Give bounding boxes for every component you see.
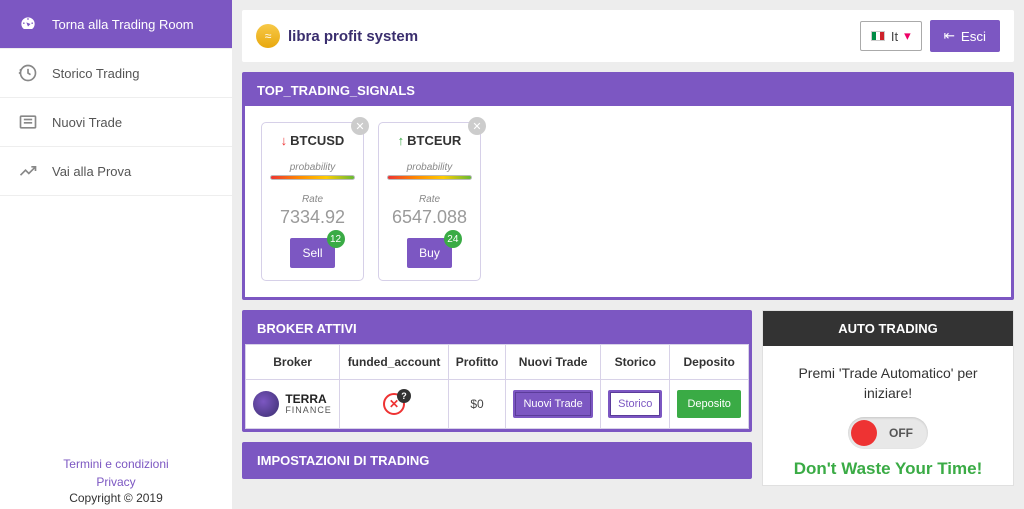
logout-button[interactable]: ⇤ Esci xyxy=(930,20,1000,52)
col-deposito: Deposito xyxy=(670,345,749,380)
deposito-button[interactable]: Deposito xyxy=(677,390,740,418)
auto-trading-panel: AUTO TRADING Premi 'Trade Automatico' pe… xyxy=(762,310,1014,486)
topbar: ≈ libra profit system It ▾ ⇤ Esci xyxy=(242,10,1014,62)
brand-name: libra profit system xyxy=(288,28,418,45)
signals-title: TOP_TRADING_SIGNALS xyxy=(245,75,1011,106)
logout-icon: ⇤ xyxy=(944,28,955,44)
not-funded-icon: ✕ ? xyxy=(383,393,405,415)
chart-icon xyxy=(18,161,38,181)
profit-value: $0 xyxy=(448,380,505,429)
logout-label: Esci xyxy=(961,29,986,44)
storico-button[interactable]: Storico xyxy=(608,390,662,418)
terra-globe-icon xyxy=(253,391,279,417)
copyright: Copyright © 2019 xyxy=(69,491,163,505)
sidebar-item-label: Torna alla Trading Room xyxy=(52,17,194,32)
help-icon[interactable]: ? xyxy=(397,389,411,403)
sidebar-item-demo[interactable]: Vai alla Prova xyxy=(0,147,232,196)
sidebar-item-label: Vai alla Prova xyxy=(52,164,131,179)
settings-panel: IMPOSTAZIONI DI TRADING xyxy=(242,442,752,479)
probability-label: probability xyxy=(270,162,355,173)
sidebar: Torna alla Trading Room Storico Trading … xyxy=(0,0,232,509)
arrow-up-icon: ↑ xyxy=(398,133,405,148)
signal-pair: BTCUSD xyxy=(290,133,344,148)
broker-logo: TERRA FINANCE xyxy=(252,391,333,417)
signal-card: ✕ ↑ BTCEUR probability Rate 6547.088 Buy… xyxy=(378,122,481,281)
history-icon xyxy=(18,63,38,83)
toggle-knob-icon xyxy=(851,420,877,446)
rate-value: 7334.92 xyxy=(270,207,355,228)
nuovi-trade-button[interactable]: Nuovi Trade xyxy=(513,390,592,418)
probability-meter xyxy=(387,175,472,180)
arrow-down-icon: ↓ xyxy=(281,133,288,148)
sidebar-item-label: Storico Trading xyxy=(52,66,139,81)
brokers-title: BROKER ATTIVI xyxy=(245,313,749,344)
col-storico: Storico xyxy=(601,345,670,380)
signal-pair: BTCEUR xyxy=(407,133,461,148)
news-icon xyxy=(18,112,38,132)
link-terms[interactable]: Termini e condizioni xyxy=(0,455,232,473)
auto-title: AUTO TRADING xyxy=(763,311,1013,346)
rate-label: Rate xyxy=(270,194,355,205)
lang-label: It xyxy=(891,29,898,44)
rate-value: 6547.088 xyxy=(387,207,472,228)
toggle-state: OFF xyxy=(877,426,925,440)
signal-card: ✕ ↓ BTCUSD probability Rate 7334.92 Sell… xyxy=(261,122,364,281)
main: ≈ libra profit system It ▾ ⇤ Esci TOP_TR… xyxy=(232,0,1024,509)
sidebar-item-label: Nuovi Trade xyxy=(52,115,122,130)
link-privacy[interactable]: Privacy xyxy=(0,473,232,491)
sidebar-item-history[interactable]: Storico Trading xyxy=(0,49,232,98)
promo-text: Don't Waste Your Time! xyxy=(777,459,999,479)
brand: ≈ libra profit system xyxy=(256,24,418,48)
brand-logo-icon: ≈ xyxy=(256,24,280,48)
count-badge: 24 xyxy=(444,230,462,248)
auto-toggle[interactable]: OFF xyxy=(848,417,928,449)
probability-meter xyxy=(270,175,355,180)
col-profit: Profitto xyxy=(448,345,505,380)
settings-title: IMPOSTAZIONI DI TRADING xyxy=(245,445,749,476)
sidebar-item-new-trades[interactable]: Nuovi Trade xyxy=(0,98,232,147)
rate-label: Rate xyxy=(387,194,472,205)
language-selector[interactable]: It ▾ xyxy=(860,21,922,51)
table-row: TERRA FINANCE ✕ ? xyxy=(246,380,749,429)
close-icon[interactable]: ✕ xyxy=(468,117,486,135)
close-icon[interactable]: ✕ xyxy=(351,117,369,135)
flag-it-icon xyxy=(871,31,885,41)
count-badge: 12 xyxy=(327,230,345,248)
signals-panel: TOP_TRADING_SIGNALS ✕ ↓ BTCUSD probabili… xyxy=(242,72,1014,300)
col-broker: Broker xyxy=(246,345,340,380)
auto-message: Premi 'Trade Automatico' per iniziare! xyxy=(777,364,999,403)
col-funded: funded_account xyxy=(340,345,449,380)
dashboard-icon xyxy=(18,14,38,34)
brokers-panel: BROKER ATTIVI Broker funded_account Prof… xyxy=(242,310,752,432)
broker-sub: FINANCE xyxy=(285,406,332,415)
sidebar-footer: Termini e condizioni Privacy Copyright ©… xyxy=(0,447,232,509)
chevron-down-icon: ▾ xyxy=(904,28,911,44)
sidebar-item-trading-room[interactable]: Torna alla Trading Room xyxy=(0,0,232,49)
broker-name: TERRA xyxy=(285,393,332,406)
probability-label: probability xyxy=(387,162,472,173)
brokers-table: Broker funded_account Profitto Nuovi Tra… xyxy=(245,344,749,429)
col-nuovi: Nuovi Trade xyxy=(506,345,601,380)
